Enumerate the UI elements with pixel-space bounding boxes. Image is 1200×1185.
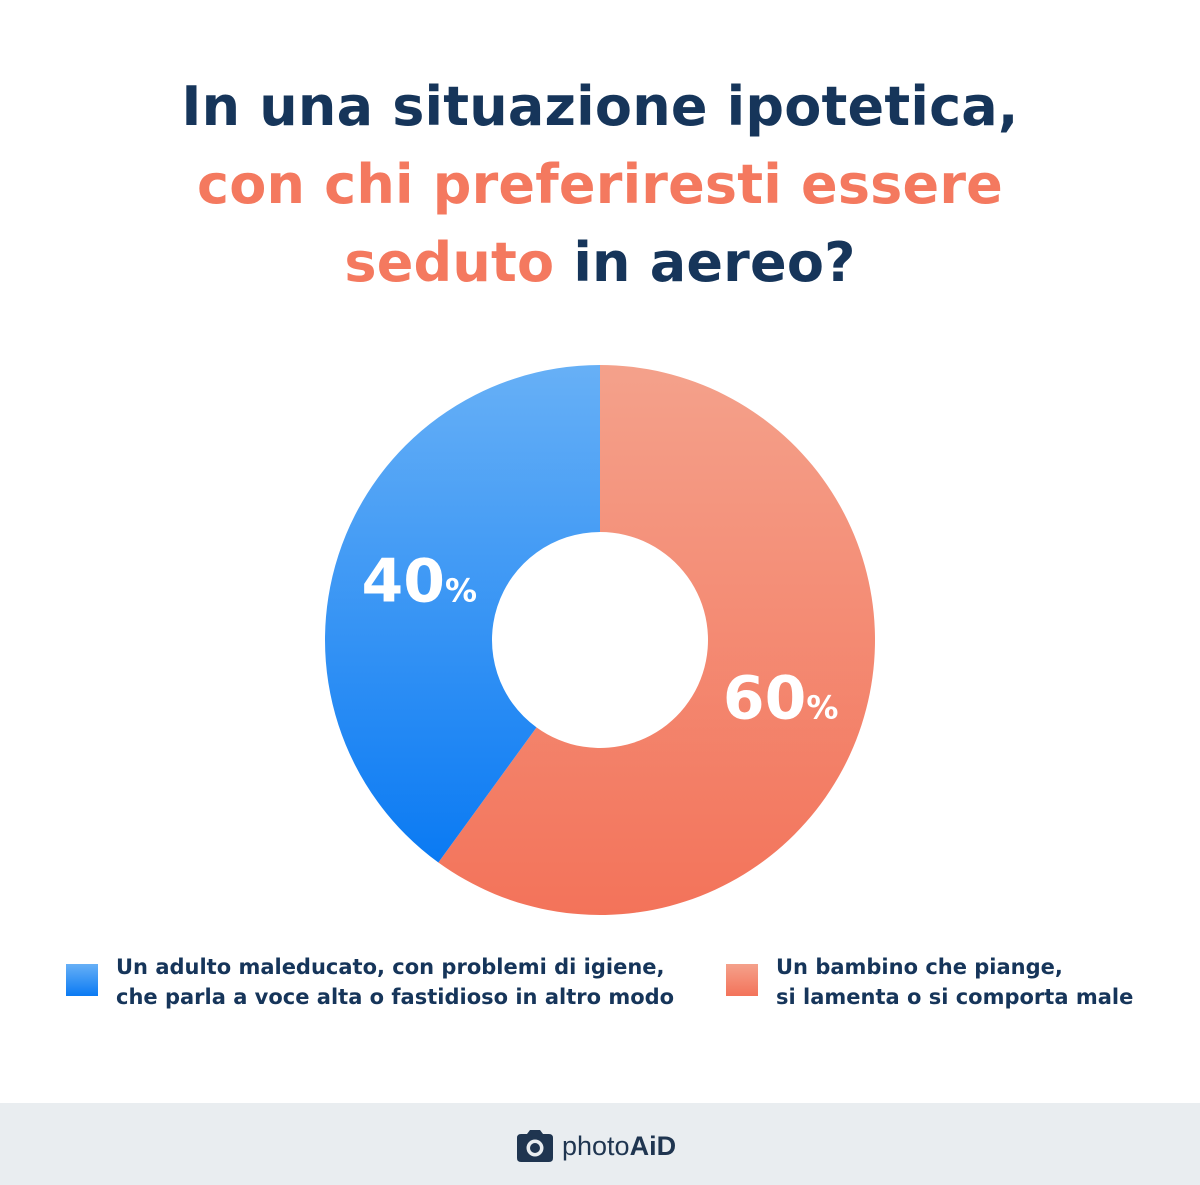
camera-icon xyxy=(517,1130,553,1162)
title-line-3-rest: in aereo? xyxy=(554,231,856,294)
brand-name-photo: photo xyxy=(562,1130,630,1161)
data-label-coral: 60% xyxy=(723,664,839,734)
legend-swatch-blue xyxy=(66,964,98,996)
title-highlight: seduto xyxy=(344,231,555,294)
donut-chart: 60% 40% xyxy=(325,364,875,915)
brand-logo[interactable]: photoAiD xyxy=(516,1129,676,1163)
legend-label-child: Un bambino che piange, si lamenta o si c… xyxy=(776,952,1133,1012)
donut-slice-coral xyxy=(438,365,875,915)
brand-name: photoAiD xyxy=(562,1131,676,1162)
title-line-1: In una situazione ipotetica, xyxy=(181,75,1019,138)
legend-child-line-1: Un bambino che piange, xyxy=(776,955,1063,979)
title-line-2: con chi preferiresti essere xyxy=(197,153,1003,216)
legend-adult-line-2: che parla a voce alta o fastidioso in al… xyxy=(116,985,675,1009)
footer-bar: photoAiD xyxy=(0,1103,1200,1185)
legend-adult-line-1: Un adulto maleducato, con problemi di ig… xyxy=(116,955,665,979)
brand-name-aid: AiD xyxy=(629,1130,677,1161)
legend-item-adult: Un adulto maleducato, con problemi di ig… xyxy=(66,952,674,1012)
data-label-blue: 40% xyxy=(362,546,478,616)
title-line-3: seduto in aereo? xyxy=(0,224,1200,302)
legend-label-adult: Un adulto maleducato, con problemi di ig… xyxy=(116,952,674,1012)
legend-child-line-2: si lamenta o si comporta male xyxy=(776,985,1134,1009)
donut-slice-blue xyxy=(325,364,600,863)
chart-title: In una situazione ipotetica, con chi pre… xyxy=(0,68,1200,302)
legend-swatch-coral xyxy=(726,964,758,996)
legend-item-child: Un bambino che piange, si lamenta o si c… xyxy=(726,952,1133,1012)
